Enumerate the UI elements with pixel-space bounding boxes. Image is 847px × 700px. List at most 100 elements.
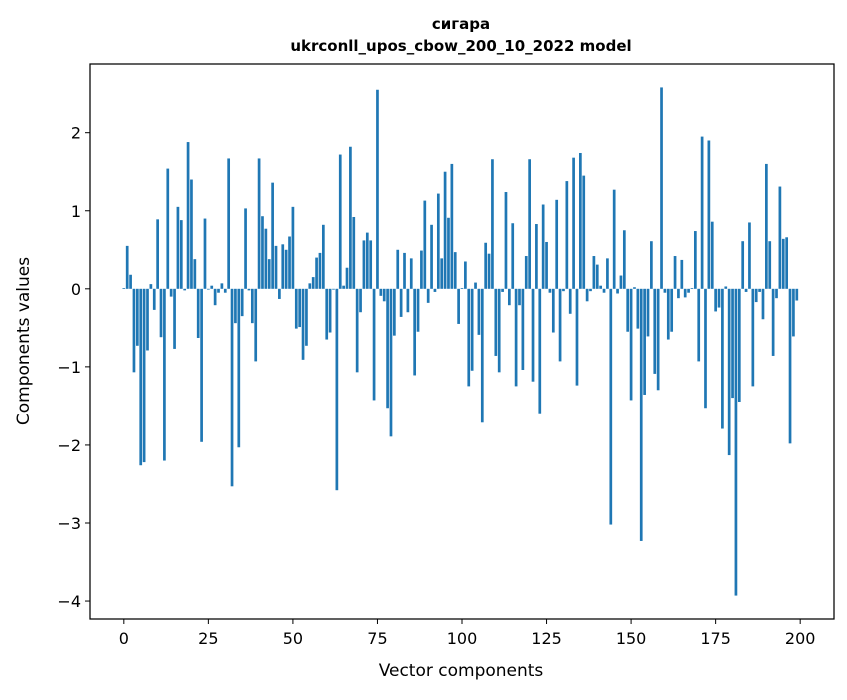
- bar: [771, 288, 775, 356]
- y-tick-label: 2: [71, 124, 81, 143]
- bar: [261, 216, 264, 289]
- bar: [758, 288, 761, 292]
- bar: [305, 288, 308, 346]
- bar: [626, 288, 630, 332]
- bar: [497, 288, 501, 373]
- bar: [792, 288, 795, 337]
- bar: [741, 241, 745, 289]
- bar: [528, 159, 531, 289]
- bar: [237, 288, 241, 448]
- bar: [470, 288, 474, 371]
- bar: [575, 288, 579, 386]
- bar: [639, 288, 643, 541]
- bar: [737, 288, 741, 402]
- bar: [335, 288, 339, 491]
- chart-subtitle: ukrconll_upos_cbow_200_10_2022 model: [290, 37, 631, 55]
- bar: [687, 288, 690, 293]
- bar: [734, 288, 738, 596]
- x-tick-label: 125: [531, 629, 562, 648]
- x-tick-label: 0: [119, 629, 129, 648]
- x-tick-label: 150: [616, 629, 647, 648]
- bar: [321, 224, 325, 289]
- bar: [179, 220, 183, 289]
- bar: [129, 274, 132, 289]
- bar: [565, 181, 569, 289]
- bar: [592, 256, 596, 289]
- bar: [629, 288, 633, 401]
- bar: [721, 288, 724, 429]
- bar: [579, 152, 582, 289]
- y-tick-label: 0: [71, 280, 81, 299]
- bar: [291, 206, 295, 289]
- bar: [582, 175, 586, 289]
- x-tick-label: 100: [447, 629, 478, 648]
- bar: [308, 283, 312, 289]
- bar: [186, 142, 190, 289]
- bar: [284, 249, 288, 289]
- bar: [207, 288, 210, 290]
- bar: [223, 288, 227, 293]
- bar: [247, 288, 251, 291]
- bar: [599, 285, 603, 289]
- bar: [142, 288, 146, 463]
- bar: [717, 288, 721, 308]
- bar: [193, 259, 197, 289]
- bar: [301, 288, 305, 360]
- bar: [693, 231, 697, 289]
- bar: [196, 288, 200, 338]
- bar: [467, 288, 471, 387]
- bar: [430, 224, 433, 289]
- bar: [298, 288, 302, 328]
- bar: [653, 288, 657, 374]
- bar: [568, 288, 572, 314]
- bar: [382, 288, 386, 302]
- bar: [403, 252, 406, 289]
- bar: [714, 288, 717, 312]
- bar: [183, 288, 187, 291]
- bar: [646, 288, 650, 337]
- x-axis: 0 25 50 75 100 125 150 175 200: [119, 619, 815, 648]
- bar: [453, 252, 457, 289]
- y-tick-label: −2: [57, 436, 81, 455]
- bar: [464, 261, 467, 289]
- bar: [338, 154, 342, 289]
- bar: [504, 192, 508, 289]
- bar: [751, 288, 755, 387]
- bar: [585, 288, 589, 302]
- bar: [318, 252, 322, 289]
- y-tick-label: 1: [71, 202, 81, 221]
- bar: [474, 282, 477, 289]
- bar: [524, 256, 528, 289]
- bar: [217, 288, 220, 293]
- bar: [362, 240, 366, 289]
- bar: [619, 275, 623, 289]
- x-tick-label: 175: [700, 629, 731, 648]
- bar: [704, 288, 707, 409]
- bar: [606, 258, 609, 289]
- bar: [457, 288, 460, 324]
- chart-title: сигара: [432, 15, 490, 33]
- bar: [650, 241, 653, 289]
- bar: [152, 288, 156, 310]
- bar: [754, 288, 758, 303]
- bar: [376, 89, 379, 289]
- bar: [748, 222, 751, 289]
- bar: [426, 288, 430, 303]
- bar: [795, 288, 799, 301]
- bar: [315, 257, 318, 289]
- bar: [169, 288, 173, 297]
- bar: [788, 288, 792, 444]
- bar: [731, 288, 734, 399]
- x-tick-label: 75: [367, 629, 387, 648]
- bar: [440, 258, 444, 289]
- bar: [200, 288, 203, 442]
- bar: [778, 186, 782, 289]
- bar: [775, 288, 778, 299]
- bar: [612, 189, 616, 289]
- bar: [484, 242, 488, 289]
- bar: [132, 288, 136, 373]
- bar: [267, 259, 271, 289]
- bar: [227, 158, 231, 289]
- bar: [203, 218, 207, 289]
